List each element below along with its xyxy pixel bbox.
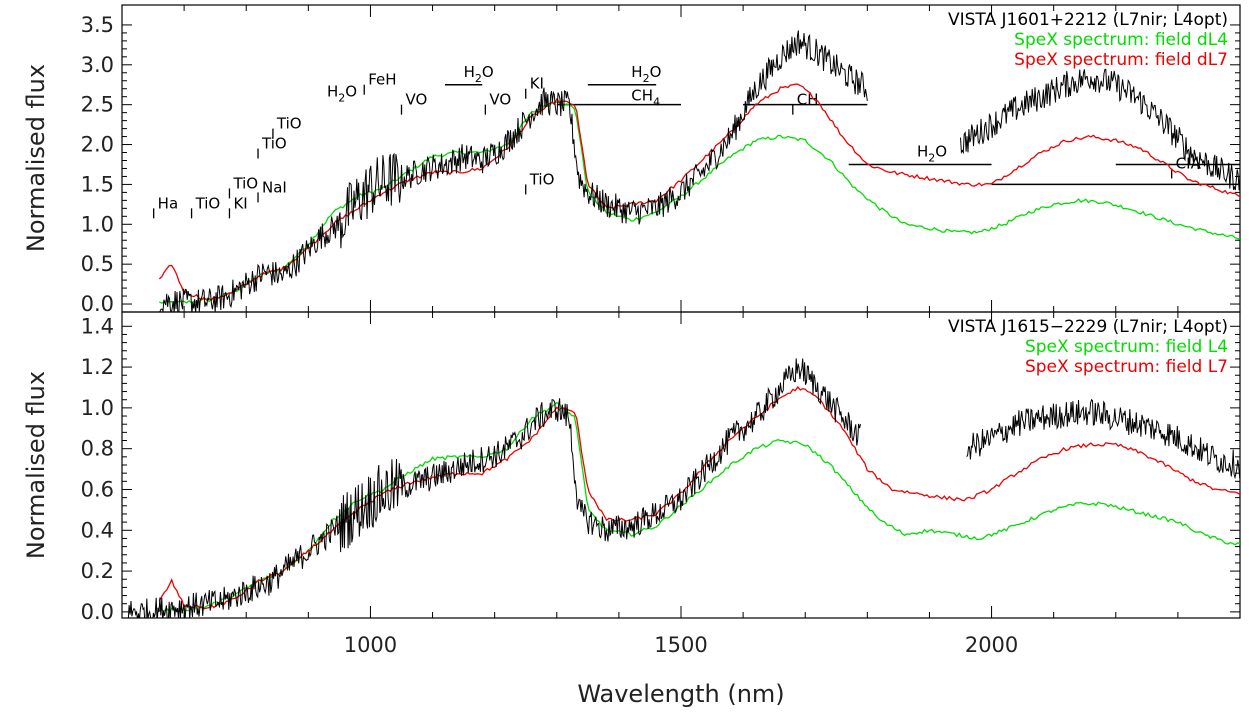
feature-label: TiO [195,194,221,212]
top-ticks: 0.0 0.5 1.0 1.5 2.0 2.5 3.0 3.5 [81,5,1240,316]
series-line-target [127,358,861,618]
feature-label: Ha [158,194,178,212]
y-tick-label: 1.5 [81,172,114,196]
feature-label: NaI [262,178,287,196]
legend-entry: VISTA J1615−2229 (L7nir; L4opt) [948,317,1228,337]
y-tick-label: 0.0 [81,600,114,624]
y-tick-label: 1.4 [81,314,114,338]
bottom-series [127,358,1240,618]
feature-label: FeH [368,71,396,89]
y-tick-label: 0.4 [81,518,114,542]
feature-label-molecule: H2O [917,142,947,164]
y-tick-label: 1.0 [81,396,114,420]
y-tick-label: 0.6 [81,477,114,501]
feature-label-molecule: H2O [631,63,661,85]
feature-label: KI [233,194,247,212]
feature-label: CH [797,91,819,109]
y-tick-label: 0.8 [81,437,114,461]
legend-entry: SpeX spectrum: field L7 [1025,357,1228,377]
y-tick-label: 2.0 [81,133,114,157]
feature-label: TiO [276,115,302,133]
top-series [158,30,1240,312]
feature-label-molecule: CH4 [631,87,660,109]
y-tick-label: 0.0 [81,292,114,316]
bottom-panel: 0.0 0.2 0.4 0.6 0.8 1.0 1.2 1.4 1000 1500 2000 VIS… [22,311,1241,708]
top-y-axis-title: Normalised flux [22,64,50,252]
feature-label: KI [530,75,544,93]
legend-entry: VISTA J1601+2212 (L7nir; L4opt) [948,10,1228,30]
y-tick-label: 3.5 [81,13,114,37]
series-line-L4 [159,401,1240,613]
legend-entry: SpeX spectrum: field dL7 [1014,50,1228,70]
feature-label: TiO [261,135,287,153]
feature-label: VO [489,91,511,109]
top-legend: VISTA J1601+2212 (L7nir; L4opt)SpeX spec… [948,10,1228,70]
feature-label: TiO [232,174,258,192]
y-tick-label: 2.5 [81,93,114,117]
series-line-target [966,398,1240,480]
y-tick-label: 1.0 [81,212,114,236]
y-tick-label: 0.2 [81,559,114,583]
series-line-target [159,30,868,312]
x-tick-label: 2000 [965,633,1018,657]
legend-entry: SpeX spectrum: field L4 [1025,337,1228,357]
feature-label-molecule: H2O [327,83,357,105]
x-tick-label: 1000 [344,633,397,657]
x-tick-label: 1500 [654,633,707,657]
y-tick-label: 3.0 [81,53,114,77]
bottom-legend: VISTA J1615−2229 (L7nir; L4opt)SpeX spec… [948,317,1228,377]
y-tick-label: 0.5 [81,252,114,276]
series-line-dL7 [158,83,1240,302]
feature-label: TiO [529,170,555,188]
series-line-target [960,68,1240,191]
series-line-dL4 [159,101,1240,305]
y-tick-label: 1.2 [81,355,114,379]
feature-label-molecule: H2O [464,63,494,85]
bottom-y-axis-title: Normalised flux [22,371,50,559]
feature-label: CIA [1176,154,1202,172]
feature-label: VO [406,91,428,109]
legend-entry: SpeX spectrum: field dL4 [1014,30,1228,50]
x-axis-title: Wavelength (nm) [577,680,784,708]
bottom-ticks: 0.0 0.2 0.4 0.6 0.8 1.0 1.2 1.4 1000 1500 2000 [81,312,1240,657]
